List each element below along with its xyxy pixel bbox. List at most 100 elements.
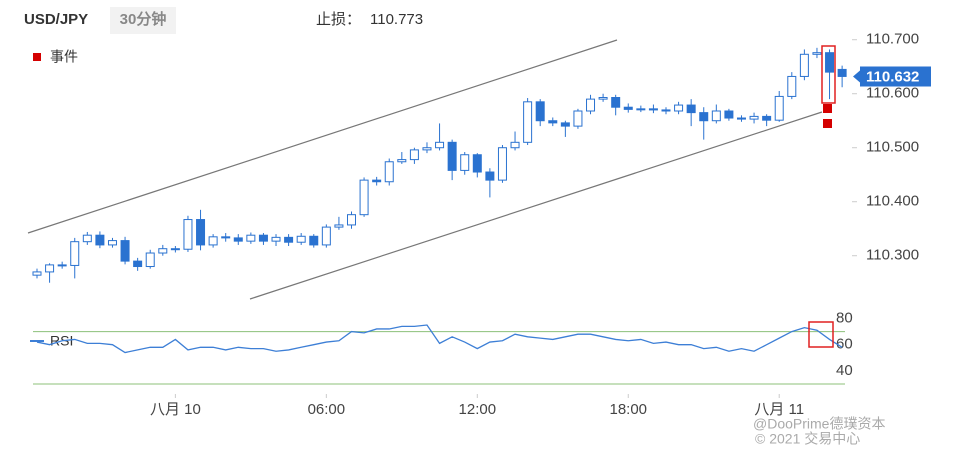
candle-body bbox=[271, 236, 281, 242]
last-price-label: 110.632 bbox=[866, 68, 919, 85]
candle-body bbox=[636, 108, 646, 111]
candle-body bbox=[485, 171, 495, 181]
event-legend: 事件 bbox=[50, 49, 78, 65]
candle-body bbox=[447, 141, 457, 171]
event-marker[interactable] bbox=[823, 104, 832, 113]
candle-body bbox=[32, 271, 42, 276]
candle-body bbox=[598, 97, 608, 100]
candle-body bbox=[560, 122, 570, 127]
channel-upper bbox=[27, 39, 618, 234]
candle-body bbox=[70, 241, 80, 266]
candle-body bbox=[120, 240, 130, 262]
watermark-brand: @DooPrime德璞资本 bbox=[753, 416, 885, 432]
candle-body bbox=[825, 52, 835, 73]
candle-body bbox=[497, 147, 507, 181]
candle-body bbox=[510, 141, 520, 149]
last-price-tag bbox=[853, 66, 931, 87]
candle-body bbox=[699, 112, 709, 122]
x-tick-label: 12:00 bbox=[459, 401, 497, 418]
highlight-box bbox=[821, 45, 836, 104]
symbol: USD/JPY bbox=[24, 11, 88, 28]
y-tick-label: 80 bbox=[836, 309, 853, 326]
candle-body bbox=[397, 159, 407, 163]
candle-body bbox=[711, 110, 721, 122]
candle-body bbox=[661, 109, 671, 112]
candle-body bbox=[674, 104, 684, 112]
candle-body bbox=[787, 75, 797, 97]
event-legend-icon bbox=[33, 53, 41, 61]
candle-body bbox=[145, 252, 155, 268]
y-tick-label: 40 bbox=[836, 362, 853, 379]
candle-body bbox=[107, 240, 117, 246]
candle-body bbox=[586, 98, 596, 112]
axes: 110.300 110.400 110.500 110.600 110.700 40 60 8… bbox=[150, 31, 919, 418]
candle-body bbox=[460, 154, 470, 171]
event-marker[interactable] bbox=[823, 119, 832, 128]
candle-body bbox=[736, 117, 746, 120]
candle-body bbox=[221, 236, 231, 239]
candle-body bbox=[196, 219, 206, 246]
candle-body bbox=[45, 264, 55, 273]
plot: 110.632 bbox=[32, 47, 931, 385]
candle-body bbox=[611, 97, 621, 108]
x-tick-label: 八月 10 bbox=[150, 401, 201, 418]
interval[interactable]: 30分钟 bbox=[120, 10, 167, 28]
candle-body bbox=[648, 108, 658, 111]
candle-body bbox=[409, 149, 419, 161]
candle-body bbox=[133, 260, 143, 268]
candle-body bbox=[372, 179, 382, 183]
candle-body bbox=[422, 147, 432, 151]
rsi-line bbox=[36, 324, 843, 354]
candle-body bbox=[258, 234, 268, 242]
candle-body bbox=[321, 226, 331, 246]
candle-body bbox=[472, 154, 482, 173]
candle-body bbox=[762, 115, 772, 121]
channel-lower bbox=[249, 111, 823, 300]
candle-body bbox=[309, 235, 319, 246]
y-tick-label: 110.700 bbox=[866, 31, 919, 48]
candle-body bbox=[384, 161, 394, 183]
candle-body bbox=[296, 235, 306, 243]
candle-body bbox=[774, 95, 784, 121]
candle-body bbox=[724, 110, 734, 119]
candle-body bbox=[334, 224, 344, 228]
candle-body bbox=[749, 115, 759, 120]
candle-body bbox=[233, 237, 243, 242]
y-tick-label: 110.400 bbox=[866, 193, 919, 210]
candle-body bbox=[812, 52, 822, 55]
y-tick-label: 60 bbox=[836, 336, 853, 353]
candle-body bbox=[57, 264, 67, 267]
x-tick-label: 八月 11 bbox=[754, 401, 804, 418]
candle-body bbox=[435, 141, 445, 149]
candle-body bbox=[82, 234, 92, 243]
stop-loss-label: 止损： bbox=[316, 11, 361, 28]
candle-body bbox=[170, 248, 180, 251]
candle-body bbox=[623, 106, 633, 110]
candle-body bbox=[548, 120, 558, 124]
x-tick-label: 18:00 bbox=[609, 401, 647, 418]
candle-body bbox=[208, 236, 218, 246]
y-tick-label: 110.600 bbox=[866, 85, 919, 102]
candle-body bbox=[246, 234, 256, 242]
candle-body bbox=[95, 234, 105, 246]
highlight-box bbox=[808, 321, 834, 348]
candle-body bbox=[535, 101, 545, 122]
interval-bg bbox=[110, 7, 176, 34]
candle-body bbox=[686, 104, 696, 114]
candle-body bbox=[573, 110, 583, 127]
y-tick-label: 110.500 bbox=[866, 139, 919, 156]
candle-body bbox=[837, 68, 847, 77]
x-tick-label: 06:00 bbox=[308, 401, 346, 418]
candle-body bbox=[183, 219, 193, 250]
watermark-copyright: © 2021 交易中心 bbox=[755, 431, 860, 447]
candle-body bbox=[158, 248, 168, 254]
stop-loss: 110.773 bbox=[370, 11, 423, 28]
candle-body bbox=[284, 236, 294, 243]
candle-body bbox=[523, 101, 533, 143]
candle-body bbox=[347, 214, 356, 226]
candle-body bbox=[359, 179, 369, 216]
y-tick-label: 110.300 bbox=[866, 247, 919, 264]
candle-body bbox=[799, 53, 809, 77]
